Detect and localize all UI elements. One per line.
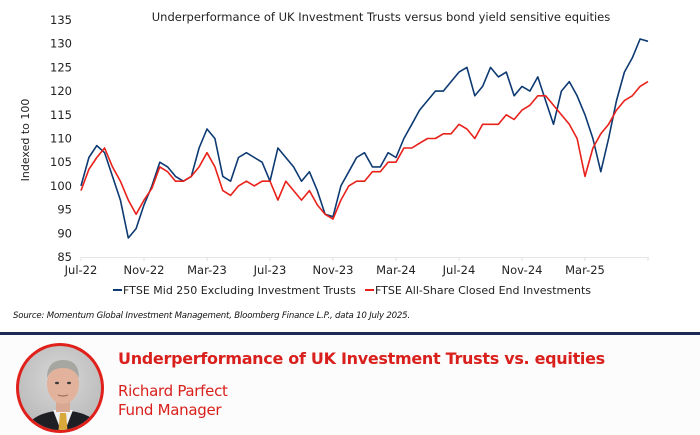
y-axis-label: Indexed to 100 — [19, 99, 32, 182]
x-axis: Jul-22 Nov-22 Mar-23 Jul-23 Nov-23 Mar-24 Jul-… — [64, 257, 649, 277]
author-role: Fund Manager — [118, 401, 222, 419]
y-tick-label: 115 — [50, 108, 72, 122]
x-tick-label: Mar-24 — [376, 263, 416, 277]
x-tick-label: Mar-23 — [187, 263, 227, 277]
chart-area: Underperformance of UK Investment Trusts… — [19, 10, 649, 297]
legend-label-mid250: FTSE Mid 250 Excluding Investment Trusts — [123, 284, 356, 297]
section-divider — [0, 332, 700, 335]
y-tick-label: 110 — [50, 132, 72, 146]
y-tick-label: 120 — [50, 84, 72, 98]
footer-title: Underperformance of UK Investment Trusts… — [118, 349, 605, 368]
series-line-mid250 — [80, 38, 649, 239]
series-line-closed-end — [80, 80, 649, 220]
chart-title: Underperformance of UK Investment Trusts… — [152, 10, 611, 24]
y-axis-ticks: 85 90 95 100 105 110 115 120 125 130 135 — [50, 13, 72, 264]
x-tick-label: Mar-25 — [565, 263, 605, 277]
author-name: Richard Parfect — [118, 382, 228, 400]
x-tick-label: Jul-24 — [442, 263, 476, 277]
author-avatar — [16, 343, 104, 433]
legend-item-mid250: FTSE Mid 250 Excluding Investment Trusts — [113, 284, 356, 297]
y-tick-label: 130 — [50, 37, 72, 51]
series-lines — [80, 38, 649, 239]
author-footer: Underperformance of UK Investment Trusts… — [0, 335, 700, 435]
x-tick-label: Jul-22 — [64, 263, 98, 277]
y-tick-label: 125 — [50, 60, 72, 74]
line-chart: Underperformance of UK Investment Trusts… — [19, 10, 649, 297]
y-tick-label: 105 — [50, 155, 72, 169]
legend-item-closed-end: FTSE All-Share Closed End Investments — [365, 284, 591, 297]
legend-label-closed-end: FTSE All-Share Closed End Investments — [375, 284, 591, 297]
y-tick-label: 85 — [57, 250, 72, 264]
y-tick-label: 90 — [57, 226, 72, 240]
x-tick-label: Nov-23 — [313, 263, 354, 277]
x-tick-label: Nov-24 — [502, 263, 543, 277]
x-tick-label: Nov-22 — [124, 263, 165, 277]
y-tick-label: 135 — [50, 13, 72, 27]
x-tick-label: Jul-23 — [253, 263, 287, 277]
author-portrait-icon — [24, 360, 101, 430]
source-note: Source: Momentum Global Investment Manag… — [13, 311, 410, 321]
y-tick-label: 100 — [50, 179, 72, 193]
legend: FTSE Mid 250 Excluding Investment Trusts… — [113, 284, 591, 297]
y-tick-label: 95 — [57, 203, 72, 217]
